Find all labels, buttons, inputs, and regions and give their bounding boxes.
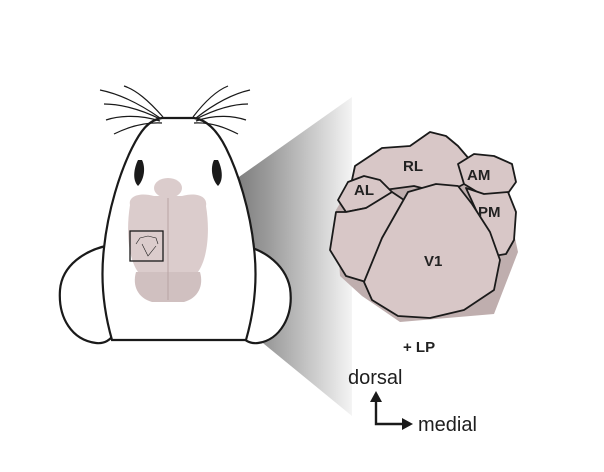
medial-arrowhead bbox=[402, 418, 413, 430]
medial-label: medial bbox=[418, 414, 477, 436]
label-lp: + LP bbox=[403, 339, 435, 356]
inset-box bbox=[129, 230, 164, 262]
label-am: AM bbox=[467, 167, 490, 184]
dorsal-label: dorsal bbox=[348, 367, 402, 389]
area-am bbox=[457, 153, 517, 197]
orientation-axes bbox=[374, 400, 404, 426]
label-pm: PM bbox=[478, 204, 501, 221]
visual-cortex bbox=[329, 131, 518, 322]
olfactory-bulb bbox=[154, 178, 182, 198]
left-eye bbox=[134, 160, 145, 186]
dorsal-arrowhead bbox=[370, 391, 382, 402]
area-v1 bbox=[363, 183, 501, 319]
label-v1: V1 bbox=[424, 253, 442, 270]
inset-mini-areas bbox=[135, 235, 159, 257]
right-eye bbox=[211, 160, 222, 186]
label-rl: RL bbox=[403, 158, 423, 175]
axis-lines bbox=[374, 400, 404, 426]
label-al: AL bbox=[354, 182, 374, 199]
whiskers bbox=[99, 85, 251, 135]
